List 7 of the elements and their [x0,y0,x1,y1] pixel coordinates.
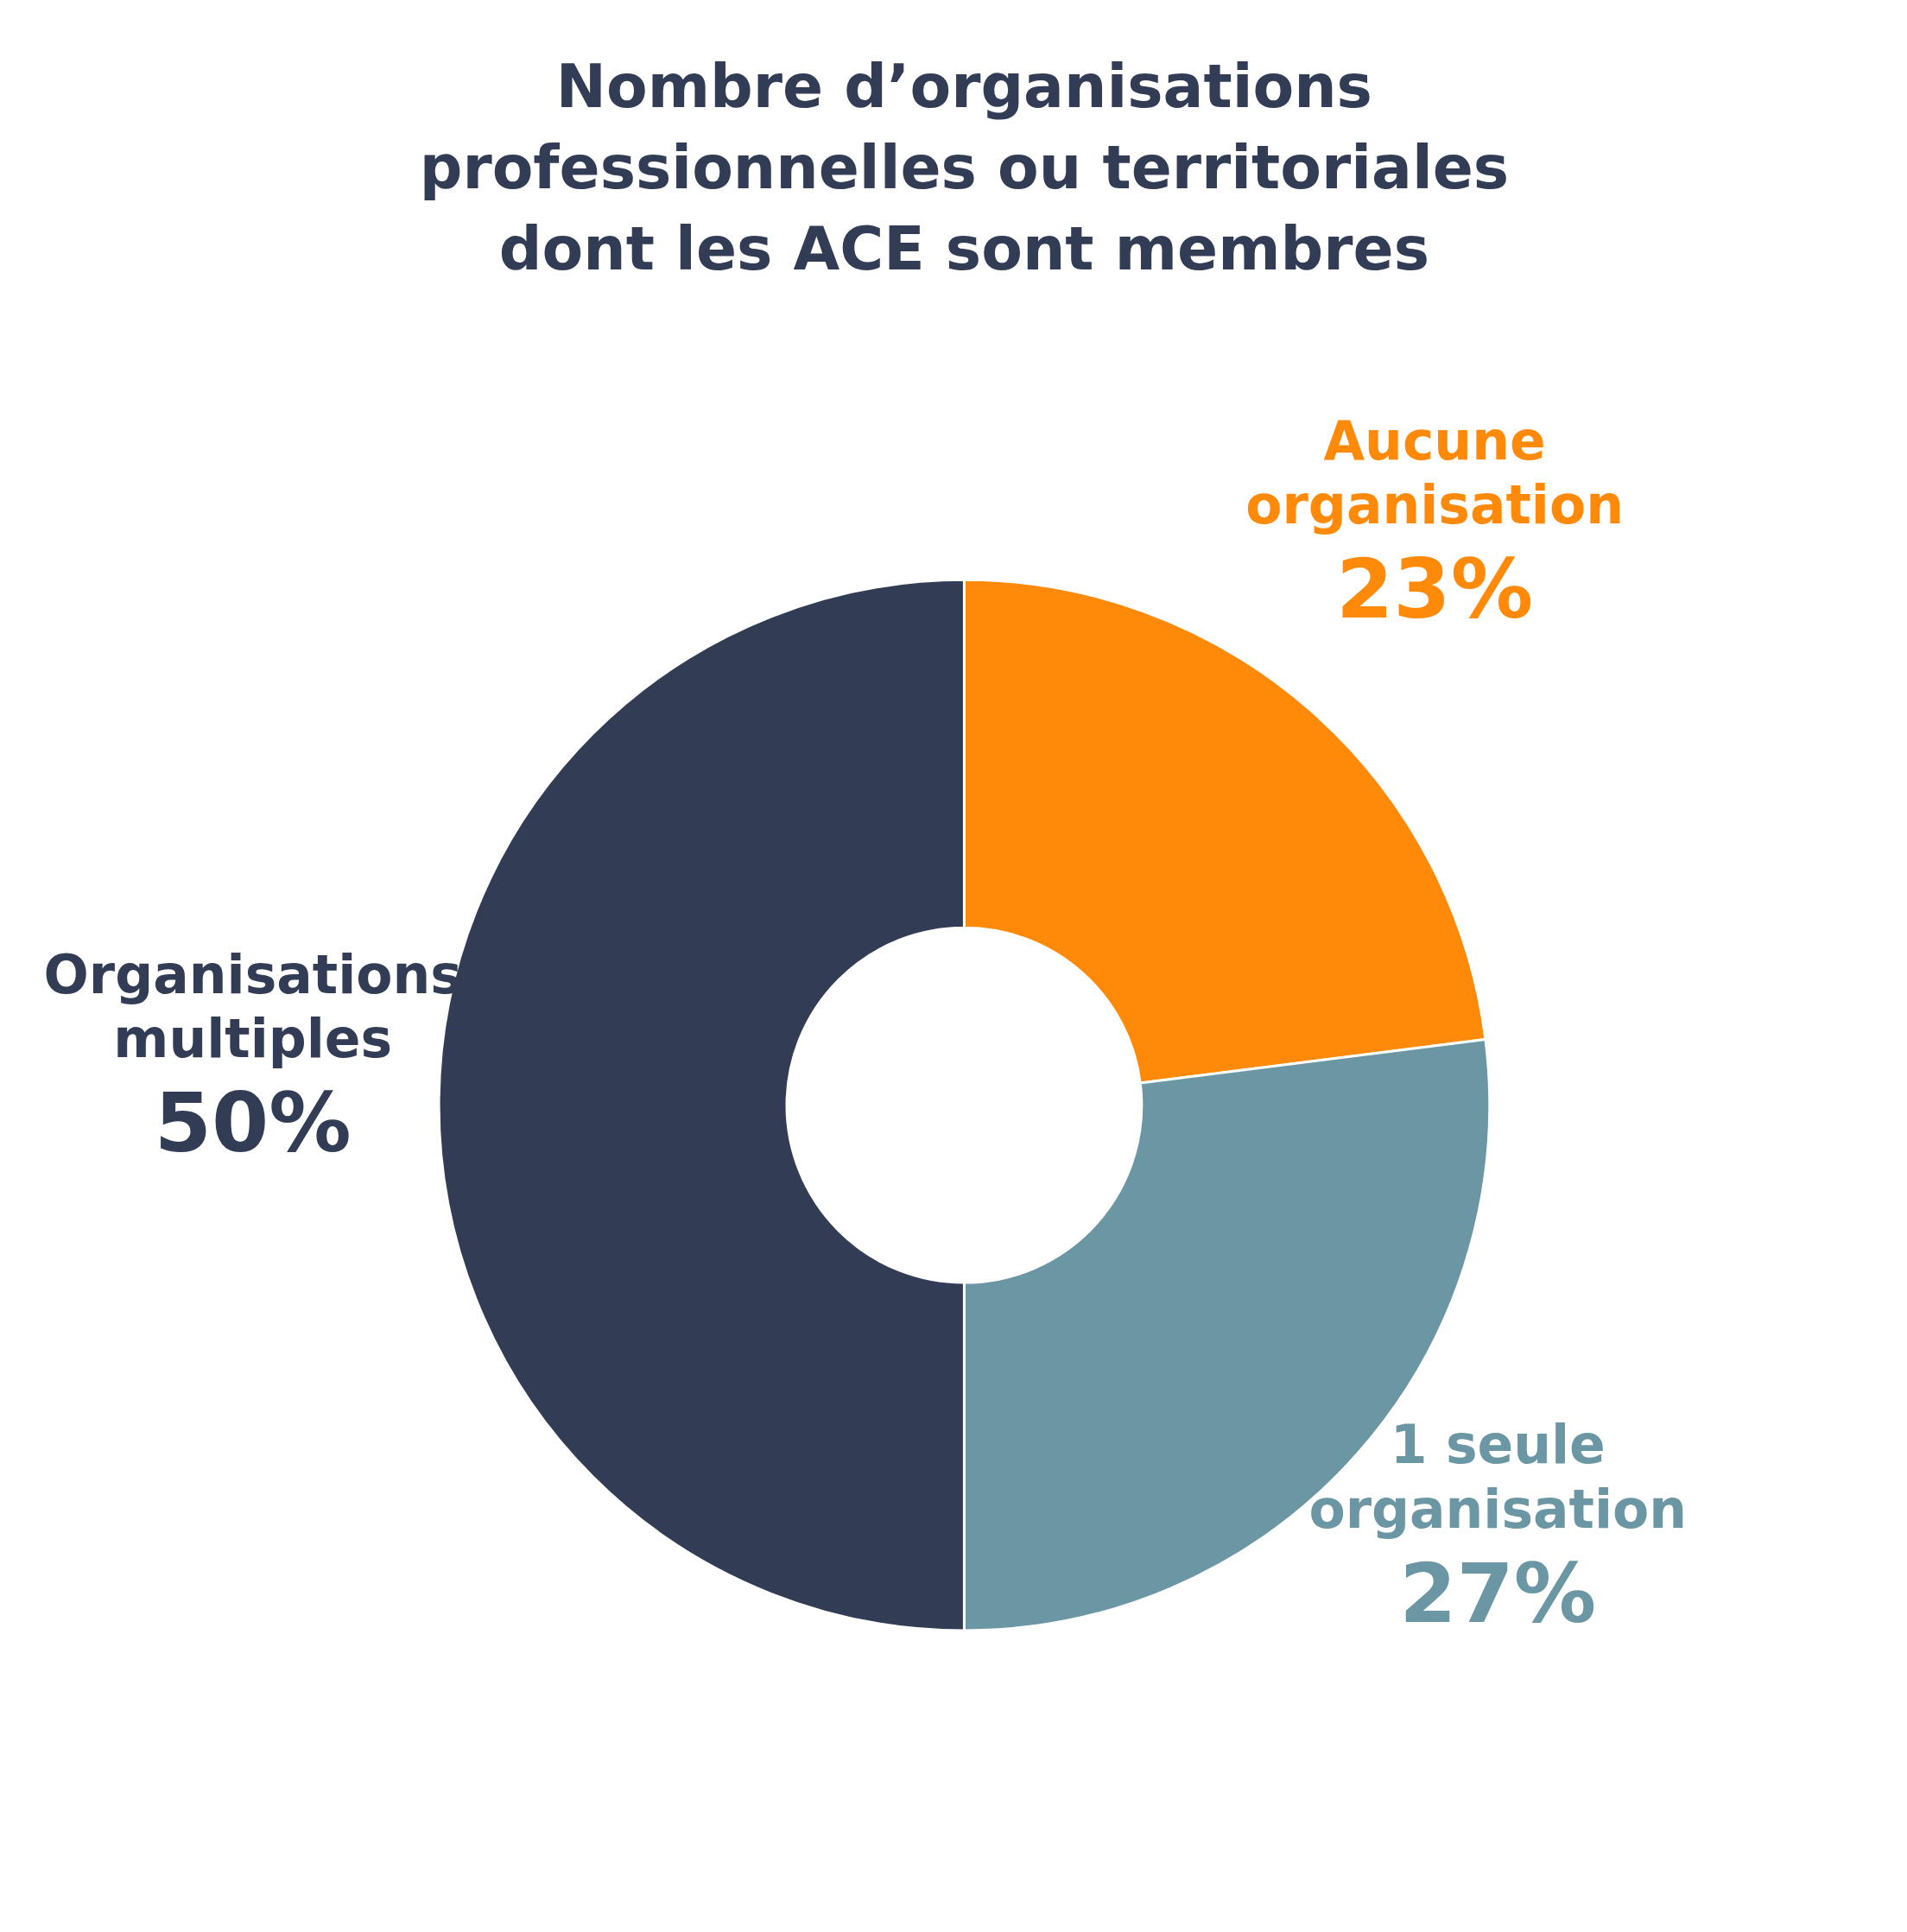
category-label: Organisations multiples [43,943,462,1071]
category-label: 1 seule organisation [1308,1414,1688,1541]
chart-title: Nombre d’organisations professionnelles ou territoriales dont les ACE sont membres [419,51,1510,284]
data-label: 23% [1336,542,1534,637]
category-label: Aucune organisation [1245,409,1624,537]
data-label: 27% [1399,1545,1597,1641]
data-label: 50% [154,1075,352,1171]
